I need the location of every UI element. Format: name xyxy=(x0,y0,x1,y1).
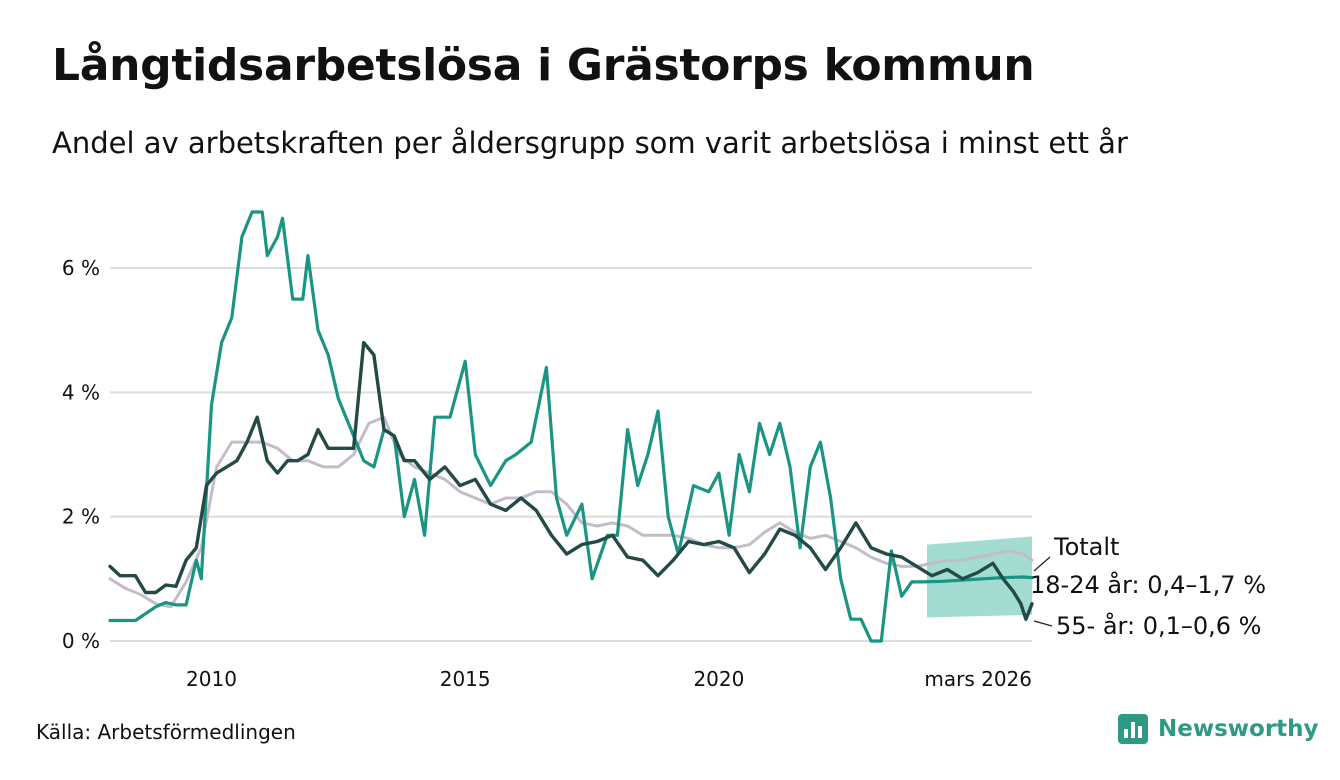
series-labels: 18-24 år: 0,4–1,7 % 55- år: 0,1–0,6 % Tota… xyxy=(1030,533,1266,640)
y-tick-label: 4 % xyxy=(62,380,100,404)
newsworthy-icon xyxy=(1118,714,1148,744)
x-tick-label: mars 2026 xyxy=(924,667,1032,691)
y-tick-label: 0 % xyxy=(62,629,100,653)
brand-name: Newsworthy xyxy=(1158,716,1319,742)
x-tick-label: 2010 xyxy=(186,667,237,691)
y-tick-label: 6 % xyxy=(62,256,100,280)
forecast-band-18-24 xyxy=(926,536,1032,618)
x-tick-label: 2020 xyxy=(693,667,744,691)
axis-tick-labels: 0 % 2 % 4 % 6 % 2010 2015 2020 mars 2026 xyxy=(62,256,1032,691)
chart-title: Långtidsarbetslösa i Grästorps kommun xyxy=(52,40,1035,91)
series-label-old: 55- år: 0,1–0,6 % xyxy=(1056,611,1261,640)
leader-line-total xyxy=(1033,556,1051,572)
x-tick-label: 2015 xyxy=(440,667,491,691)
series-label-young: 18-24 år: 0,4–1,7 % xyxy=(1030,570,1266,599)
series-line-old xyxy=(108,340,1034,621)
series-line-young xyxy=(108,210,1034,643)
brand-logo[interactable]: Newsworthy xyxy=(1118,714,1319,744)
series-lines xyxy=(108,210,1034,643)
leader-line-old xyxy=(1033,620,1053,627)
confidence-band-layer xyxy=(926,536,1032,618)
y-tick-label: 2 % xyxy=(62,505,100,529)
series-line-total xyxy=(108,415,1034,609)
source-note: Källa: Arbetsförmedlingen xyxy=(36,720,296,744)
gridlines xyxy=(110,267,1032,642)
chart-subtitle: Andel av arbetskraften per åldersgrupp s… xyxy=(52,126,1128,160)
series-label-total: Totalt xyxy=(1053,533,1119,561)
